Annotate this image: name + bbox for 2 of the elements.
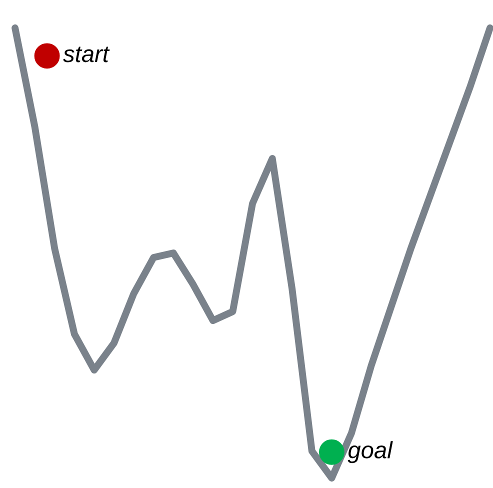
annotation: goal — [348, 441, 393, 464]
annotation: start — [63, 46, 110, 62]
